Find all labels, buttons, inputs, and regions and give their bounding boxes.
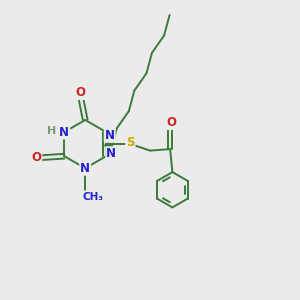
Text: N: N	[59, 125, 69, 139]
Text: O: O	[167, 116, 176, 129]
Text: N: N	[80, 162, 90, 175]
Text: CH₃: CH₃	[83, 191, 104, 202]
Text: O: O	[31, 151, 41, 164]
Text: N: N	[105, 129, 115, 142]
Text: S: S	[126, 136, 135, 149]
Text: O: O	[76, 86, 86, 99]
Text: H: H	[47, 126, 57, 136]
Text: N: N	[106, 147, 116, 160]
